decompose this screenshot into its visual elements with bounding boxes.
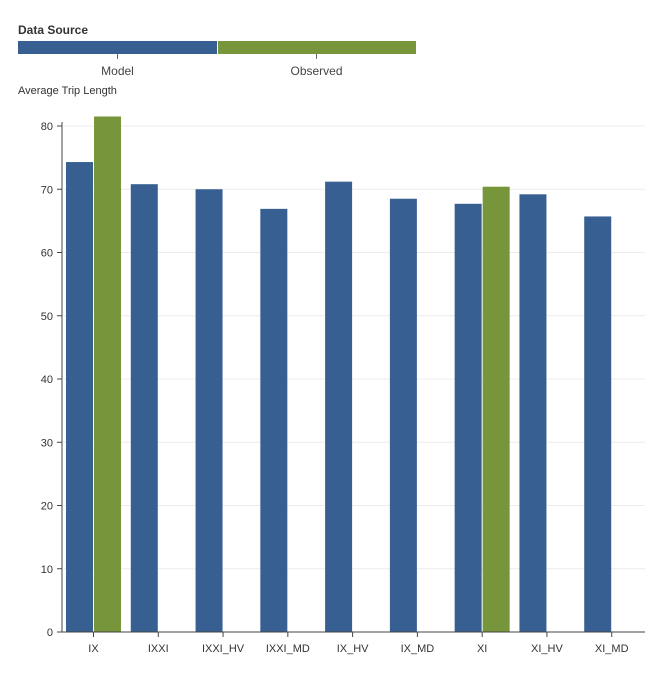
x-tick-label: XI_HV	[531, 643, 563, 655]
bar-model-xi	[454, 203, 482, 633]
y-axis: 0 10 20 30 40 50 60 70 80	[41, 121, 63, 639]
x-tick-label: IXXI_HV	[202, 643, 245, 655]
y-tick-label: 80	[41, 121, 53, 133]
legend-label-observed: Observed	[290, 64, 342, 78]
y-tick-label: 60	[41, 248, 53, 260]
y-axis-title: Average Trip Length	[18, 85, 117, 97]
y-tick-label: 70	[41, 184, 53, 196]
bar-model-ixxi_hv	[195, 189, 223, 632]
bar-model-ixxi	[130, 184, 158, 632]
legend-label-model: Model	[101, 64, 134, 78]
bar-model-ixxi_md	[260, 208, 288, 633]
bar-model-ix_md	[389, 198, 417, 633]
y-tick-label: 0	[47, 627, 53, 639]
legend: Data Source Model Observed	[18, 23, 416, 78]
y-tick-label: 20	[41, 501, 53, 513]
x-tick-label: IX	[88, 643, 99, 655]
y-tick-label: 30	[41, 437, 53, 449]
bar-model-xi_md	[584, 216, 612, 632]
bar-model-ix_hv	[325, 181, 353, 632]
gridlines	[64, 125, 645, 570]
x-tick-label: IX_HV	[337, 643, 369, 655]
legend-swatch-observed	[218, 41, 416, 54]
x-axis: IX IXXI IXXI_HV IXXI_MD IX_HV IX_MD XI XI_HV XI_…	[62, 631, 645, 655]
legend-items: Model Observed	[18, 41, 416, 78]
legend-swatch-model	[18, 41, 217, 54]
x-tick-label: XI_MD	[595, 643, 629, 655]
bars	[66, 116, 612, 633]
bar-observed-xi	[482, 186, 510, 632]
bar-observed-ix	[94, 116, 121, 632]
bar-model-ix	[66, 162, 93, 633]
y-tick-label: 40	[41, 374, 53, 386]
x-tick-label: IXXI_MD	[266, 643, 310, 655]
x-tick-label: IXXI	[148, 643, 169, 655]
y-tick-label: 10	[41, 564, 53, 576]
x-tick-label: XI	[477, 643, 487, 655]
legend-title: Data Source	[18, 23, 88, 37]
x-tick-label: IX_MD	[401, 643, 435, 655]
bar-model-xi_hv	[519, 194, 547, 632]
y-tick-label: 50	[41, 311, 53, 323]
